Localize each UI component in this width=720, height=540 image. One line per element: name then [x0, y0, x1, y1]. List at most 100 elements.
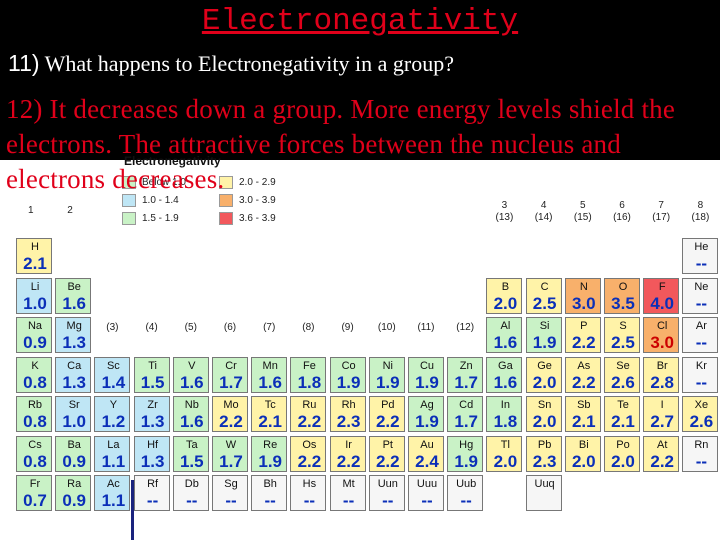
element-cell-as: As 2.2: [564, 356, 601, 393]
electronegativity-value: 1.7: [454, 372, 478, 392]
electronegativity-value: 0.7: [23, 491, 47, 510]
electronegativity-value: 1.0: [62, 412, 86, 431]
element-symbol: I: [660, 399, 664, 411]
question-11: 11) What happens to Electronegativity in…: [8, 46, 454, 81]
element-cell-v: V 1.6: [172, 356, 209, 393]
element-symbol: Na: [27, 320, 43, 332]
electronegativity-value: 2.4: [415, 451, 439, 471]
element-symbol: Br: [656, 359, 668, 372]
group-label: (9): [341, 322, 354, 333]
element-symbol: Fe: [302, 359, 316, 372]
group-label: 3 (13): [495, 200, 514, 223]
element-cell-bi: Bi 2.0: [564, 435, 601, 472]
electronegativity-value: 1.0: [23, 293, 47, 313]
element-cell-ta: Ta 1.5: [172, 435, 209, 472]
element-cell-k: K 0.8: [16, 356, 52, 393]
element-cell-tc: Tc 2.1: [251, 396, 288, 432]
group-label: (3): [106, 322, 119, 333]
divider-line: [131, 480, 134, 540]
electronegativity-value: 2.1: [611, 412, 635, 431]
legend-label: 1.5 - 1.9: [142, 213, 179, 224]
slide-title: Electronegativity: [201, 4, 519, 39]
element-symbol: Si: [539, 320, 550, 332]
element-cell-ge: Ge 2.0: [525, 356, 562, 393]
element-symbol: Ga: [498, 359, 513, 372]
question-number: 11): [8, 50, 40, 76]
element-cell-te: Te 2.1: [604, 396, 640, 432]
element-symbol: Rb: [27, 399, 43, 411]
element-symbol: Hs: [302, 478, 317, 490]
element-symbol: Fr: [29, 478, 41, 490]
element-cell-pb: Pb 2.3: [525, 435, 562, 472]
electronegativity-value: 1.3: [62, 333, 86, 352]
element-symbol: Zn: [459, 359, 473, 372]
electronegativity-value: 2.0: [611, 451, 635, 471]
element-cell-y: Y 1.2: [94, 396, 131, 432]
electronegativity-value: 2.8: [650, 372, 674, 392]
element-symbol: Bi: [578, 438, 589, 451]
element-symbol: He: [694, 241, 709, 253]
electronegativity-value: 1.3: [140, 451, 165, 471]
group-label: (5): [184, 322, 197, 333]
element-symbol: Ni: [382, 359, 393, 372]
element-symbol: Uuu: [416, 478, 438, 490]
electronegativity-value: --: [186, 491, 198, 510]
element-symbol: In: [500, 399, 510, 411]
element-cell-uub: Uub --: [447, 475, 484, 511]
electronegativity-value: 1.9: [258, 451, 282, 471]
group-label: 2: [67, 205, 73, 216]
element-symbol: Hf: [147, 438, 159, 451]
electronegativity-value: 2.6: [689, 412, 714, 431]
element-symbol: Ca: [67, 359, 82, 372]
electronegativity-value: 3.5: [611, 293, 635, 313]
electronegativity-value: 2.1: [258, 412, 282, 431]
element-symbol: La: [107, 438, 120, 451]
legend-title: Electronegativity: [124, 154, 221, 168]
element-cell-hf: Hf 1.3: [133, 435, 170, 472]
element-cell-li: Li 1.0: [16, 277, 52, 314]
element-symbol: N: [579, 280, 588, 293]
electronegativity-value: --: [695, 254, 708, 273]
element-cell-ni: Ni 1.9: [368, 356, 405, 393]
element-symbol: Co: [341, 359, 356, 372]
electronegativity-value: 2.0: [493, 451, 518, 471]
element-cell-n: N 3.0: [564, 277, 601, 314]
electronegativity-value: 1.8: [297, 372, 322, 392]
element-cell-la: La 1.1: [94, 435, 131, 472]
element-cell-ra: Ra 0.9: [55, 475, 92, 511]
element-symbol: Y: [109, 399, 118, 411]
element-cell-sr: Sr 1.0: [55, 396, 92, 432]
legend-swatch: [219, 194, 233, 207]
electronegativity-value: 2.2: [219, 412, 243, 431]
electronegativity-value: 1.3: [62, 372, 86, 392]
electronegativity-value: --: [695, 333, 708, 352]
element-symbol: Sb: [577, 399, 591, 411]
element-cell-b: B 2.0: [486, 277, 523, 314]
element-symbol: Cr: [225, 359, 237, 372]
group-label: 1: [28, 205, 34, 216]
element-cell-cl: Cl 3.0: [643, 317, 680, 353]
element-cell-ca: Ca 1.3: [55, 356, 92, 393]
electronegativity-value: 2.2: [375, 451, 400, 471]
group-label: (4): [145, 322, 158, 333]
element-cell-o: O 3.5: [604, 277, 640, 314]
electronegativity-value: 0.8: [23, 372, 47, 392]
element-cell-pt: Pt 2.2: [368, 435, 405, 472]
electronegativity-value: 2.1: [571, 412, 596, 431]
electronegativity-value: 2.0: [571, 451, 596, 471]
element-symbol: Ru: [302, 399, 317, 411]
electronegativity-value: 1.9: [336, 372, 361, 392]
element-cell-ti: Ti 1.5: [133, 356, 170, 393]
electronegativity-value: 2.1: [23, 254, 47, 273]
element-symbol: Xe: [694, 399, 709, 411]
element-symbol: Ge: [537, 359, 552, 372]
element-symbol: Pt: [382, 438, 393, 451]
electronegativity-value: 1.6: [258, 372, 282, 392]
question-text: What happens to Electronegativity in a g…: [44, 51, 454, 76]
element-symbol: Uub: [456, 478, 477, 490]
element-cell-f: F 4.0: [643, 277, 680, 314]
electronegativity-value: --: [225, 491, 237, 510]
electronegativity-value: 2.2: [336, 451, 361, 471]
element-symbol: Ne: [694, 280, 709, 293]
element-cell-h: H 2.1: [16, 238, 52, 274]
